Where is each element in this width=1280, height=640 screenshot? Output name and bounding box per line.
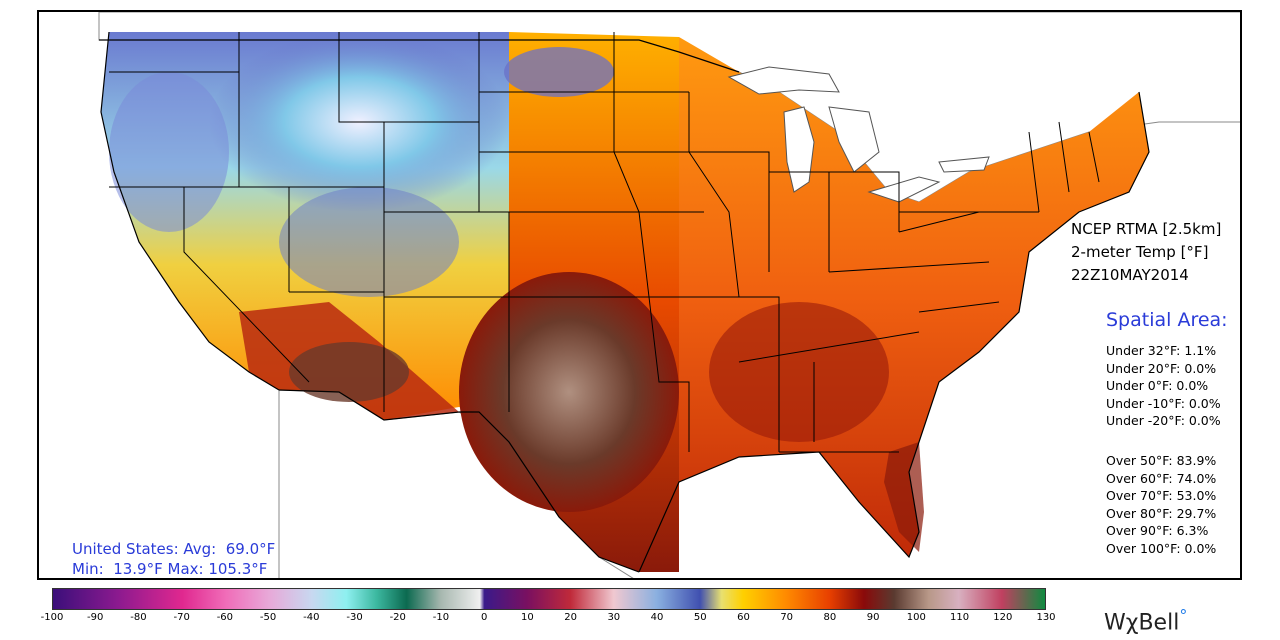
colorbar-tick-label: 50 xyxy=(693,612,707,623)
colorbar-tick-label: 110 xyxy=(950,612,970,623)
wxbell-logo: WχBell° xyxy=(1104,606,1187,635)
us-min-max: Min: 13.9°F Max: 105.3°F xyxy=(72,560,268,578)
colorbar-tick-label: -10 xyxy=(432,612,450,623)
over-stat: Over 60°F: 74.0% xyxy=(1106,470,1217,486)
logo-mark: ° xyxy=(1179,606,1188,625)
colorbar-tick-label: -80 xyxy=(130,612,147,623)
colorbar-tick-label: 60 xyxy=(737,612,750,623)
logo-text: WχBell xyxy=(1104,610,1180,636)
under-stat: Under 20°F: 0.0% xyxy=(1106,360,1217,376)
colorbar-tick-label: -30 xyxy=(346,612,363,623)
colorbar-tick-label: 80 xyxy=(823,612,837,623)
over-stat: Over 100°F: 0.0% xyxy=(1106,540,1217,556)
colorbar-tick-label: 100 xyxy=(906,612,926,623)
colorbar-tick-label: 90 xyxy=(866,612,880,623)
colorbar-tick-label: 20 xyxy=(564,612,577,623)
product-info: NCEP RTMA [2.5km] 2-meter Temp [°F] 22Z1… xyxy=(1071,218,1221,287)
spatial-area-title: Spatial Area: xyxy=(1106,309,1228,331)
lake-ontario xyxy=(938,156,990,173)
west-coastline xyxy=(100,31,280,391)
us-average: United States: Avg: 69.0°F xyxy=(72,540,276,558)
temperature-map xyxy=(98,12,1240,578)
us-mexico-border xyxy=(278,389,640,573)
product-valid-time: 22Z10MAY2014 xyxy=(1071,266,1189,284)
lake-michigan xyxy=(783,106,815,193)
colorbar-tick-label: 10 xyxy=(521,612,534,623)
colorbar-tick-label: 130 xyxy=(1036,612,1056,623)
under-stat: Under -10°F: 0.0% xyxy=(1106,395,1221,411)
lake-erie xyxy=(867,176,941,203)
colorbar-tick-label: -50 xyxy=(259,612,277,623)
colorbar-tick-labels: -100 -90 -80 -70 -60 -50 -40 -30 -20 -10 0 10 20 30 40… xyxy=(0,612,1100,628)
under-stat: Under 0°F: 0.0% xyxy=(1106,378,1209,393)
colorbar-tick-label: -70 xyxy=(173,612,190,623)
over-stat: Over 50°F: 83.9% xyxy=(1106,453,1217,468)
product-name: NCEP RTMA [2.5km] xyxy=(1071,220,1222,238)
over-stat: Over 90°F: 6.3% xyxy=(1106,523,1209,538)
colorbar-tick-label: -90 xyxy=(87,612,104,623)
us-canada-border xyxy=(99,39,740,73)
over-threshold-stats: Over 50°F: 83.9% Over 60°F: 74.0% Over 70°… xyxy=(1106,452,1216,557)
under-threshold-stats: Under 32°F: 1.1% Under 20°F: 0.0% Under 0°… xyxy=(1106,342,1221,430)
gulf-east-coastline xyxy=(638,91,1150,573)
lake-huron xyxy=(828,106,880,173)
hot-area-texas xyxy=(459,272,679,512)
over-stat: Over 80°F: 29.7% xyxy=(1106,505,1217,521)
cold-area-cascades xyxy=(109,72,229,232)
colorbar-tick-label: 40 xyxy=(650,612,664,623)
temperature-colorbar xyxy=(52,588,1046,610)
colorbar-tick-label: 30 xyxy=(607,612,621,623)
colorbar-tick-label: -100 xyxy=(40,612,64,623)
under-stat: Under -20°F: 0.0% xyxy=(1106,413,1221,428)
us-summary-stats: United States: Avg: 69.0°F Min: 13.9°F M… xyxy=(72,539,276,578)
over-stat: Over 70°F: 53.0% xyxy=(1106,488,1217,503)
map-panel: NCEP RTMA [2.5km] 2-meter Temp [°F] 22Z1… xyxy=(37,10,1242,580)
colorbar-tick-label: -20 xyxy=(389,612,406,623)
state-borders xyxy=(109,32,1100,453)
lake-superior xyxy=(727,66,840,95)
colorbar-tick-label: 70 xyxy=(780,612,794,623)
colorbar-tick-label: -40 xyxy=(303,612,320,623)
colorbar-tick-label: -60 xyxy=(216,612,234,623)
product-variable: 2-meter Temp [°F] xyxy=(1071,243,1209,261)
colorbar-tick-label: 0 xyxy=(480,612,488,623)
colorbar-tick-label: 120 xyxy=(993,612,1013,623)
under-stat: Under 32°F: 1.1% xyxy=(1106,343,1217,358)
cold-area-colorado xyxy=(279,187,459,297)
